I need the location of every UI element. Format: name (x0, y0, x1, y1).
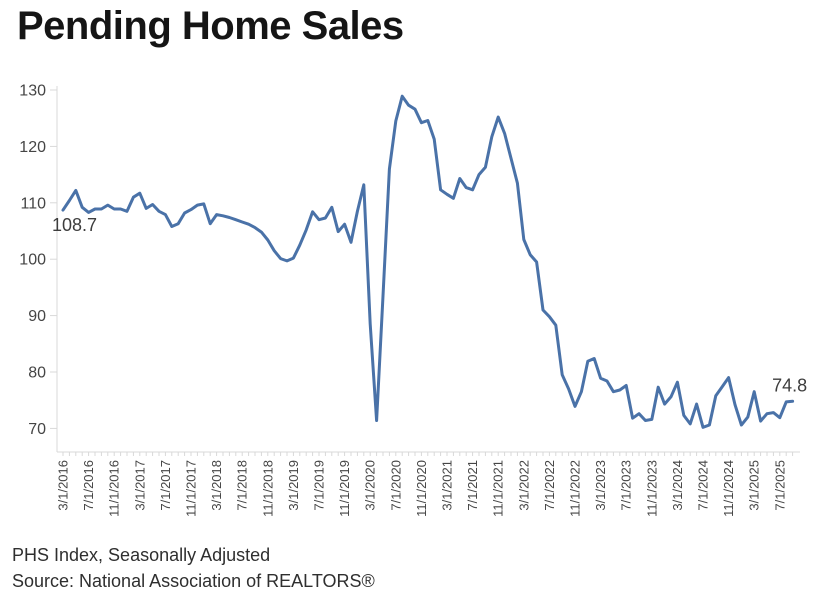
x-axis-label: 3/1/2024 (670, 460, 685, 511)
x-axis-label: 11/1/2023 (644, 460, 659, 517)
x-axis-label: 7/1/2018 (235, 460, 250, 511)
y-axis-label: 110 (20, 195, 46, 212)
x-axis-label: 7/1/2022 (542, 460, 557, 511)
y-axis-label: 100 (19, 252, 46, 269)
x-axis-label: 3/1/2018 (209, 460, 224, 511)
x-axis-label: 7/1/2024 (696, 460, 711, 511)
x-axis-label: 11/1/2024 (721, 460, 736, 517)
data-label-74-8: 74.8 (772, 375, 807, 395)
x-axis-label: 7/1/2020 (388, 460, 403, 511)
x-axis-label: 11/1/2019 (337, 460, 352, 517)
x-axis-label: 7/1/2017 (158, 460, 173, 511)
y-axis-label: 130 (19, 83, 46, 100)
x-axis-label: 7/1/2021 (465, 460, 480, 511)
x-axis-label: 3/1/2022 (516, 460, 531, 511)
x-axis-label: 3/1/2016 (56, 460, 71, 511)
y-axis-label: 80 (28, 365, 46, 382)
x-axis-label: 11/1/2018 (260, 460, 275, 517)
x-axis-label: 11/1/2020 (414, 460, 429, 517)
x-axis-label: 11/1/2021 (491, 460, 506, 517)
chart-subtitle: PHS Index, Seasonally Adjusted (12, 545, 271, 565)
data-label-108-7: 108.7 (52, 215, 97, 235)
x-axis-label: 3/1/2017 (132, 460, 147, 511)
y-axis-label: 120 (19, 139, 46, 156)
x-axis-label: 7/1/2023 (619, 460, 634, 511)
x-axis-label: 3/1/2025 (747, 460, 762, 511)
x-axis-label: 7/1/2016 (81, 460, 96, 511)
x-axis-label: 11/1/2017 (184, 460, 199, 517)
chart-title: Pending Home Sales (17, 4, 404, 48)
y-axis-label: 90 (28, 308, 46, 325)
x-axis-label: 7/1/2019 (312, 460, 327, 511)
series-line (61, 94, 795, 429)
x-axis-label: 7/1/2025 (772, 460, 787, 511)
x-axis-label: 11/1/2016 (107, 460, 122, 517)
y-axis-label: 70 (28, 421, 46, 438)
chart-source: Source: National Association of REALTORS… (12, 571, 375, 591)
chart-footer: PHS Index, Seasonally Adjusted Source: N… (12, 542, 375, 594)
x-axis-label: 3/1/2023 (593, 460, 608, 511)
x-axis-label: 11/1/2022 (568, 460, 583, 517)
x-axis-label: 3/1/2020 (363, 460, 378, 511)
x-axis-label: 3/1/2019 (286, 460, 301, 511)
x-axis-label: 3/1/2021 (440, 460, 455, 511)
